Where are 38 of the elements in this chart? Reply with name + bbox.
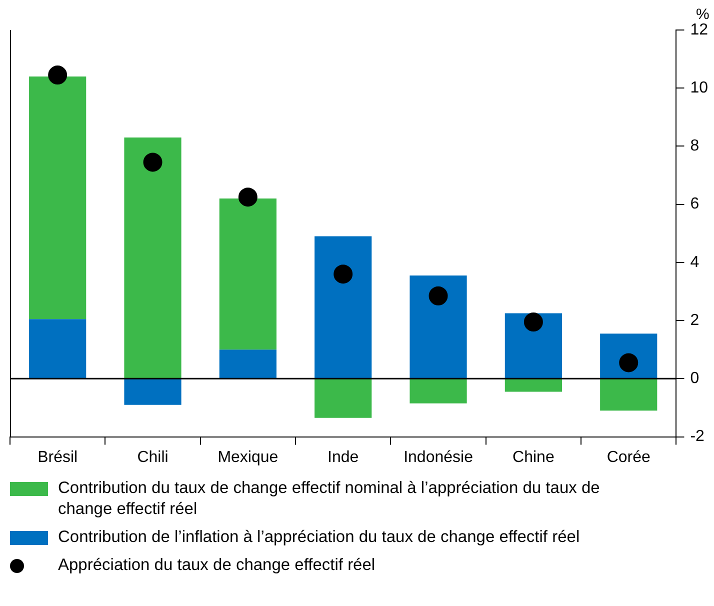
y-tick-label: 4 [690,254,700,271]
y-tick-label: 8 [690,138,700,155]
bar [314,379,372,418]
point [428,286,448,306]
legend-label: Contribution du taux de change effectif nominal à l’appréciation du taux de change effectif réel [58,478,601,520]
bar [314,236,372,378]
legend-label: Contribution de l’inflation à l’appréciation du taux de change effectif réel [58,527,580,548]
point [143,152,162,172]
x-tick-label: Mexique [218,448,278,466]
y-tick-label: 6 [690,196,700,213]
bar [504,379,562,392]
x-tick-label: Chine [512,448,554,466]
bar [29,319,86,378]
x-tick-label: Chili [137,448,168,466]
point [524,312,543,332]
y-tick-label: -2 [690,428,705,446]
point [334,264,353,284]
bar [410,379,467,404]
bar [504,313,562,378]
x-tick-label: Corée [606,448,651,466]
y-tick-label: 0 [690,370,700,388]
bar [219,350,276,378]
x-tick-label: Indonésie [404,448,474,466]
bar [29,76,86,320]
y-tick-label: 10 [690,80,708,97]
bar [410,276,467,378]
bar [124,379,182,405]
y-tick-label: 2 [690,312,700,329]
bar [600,379,658,411]
y-axis-title: % [696,6,710,23]
bar [124,138,182,378]
x-tick-label: Inde [328,448,359,466]
legend-label: Appréciation du taux de change effectif réel [58,555,376,576]
point [238,188,258,207]
point [48,66,68,85]
bar [219,198,276,350]
y-tick-label: 12 [690,21,708,38]
x-tick-label: Brésil [38,448,78,466]
